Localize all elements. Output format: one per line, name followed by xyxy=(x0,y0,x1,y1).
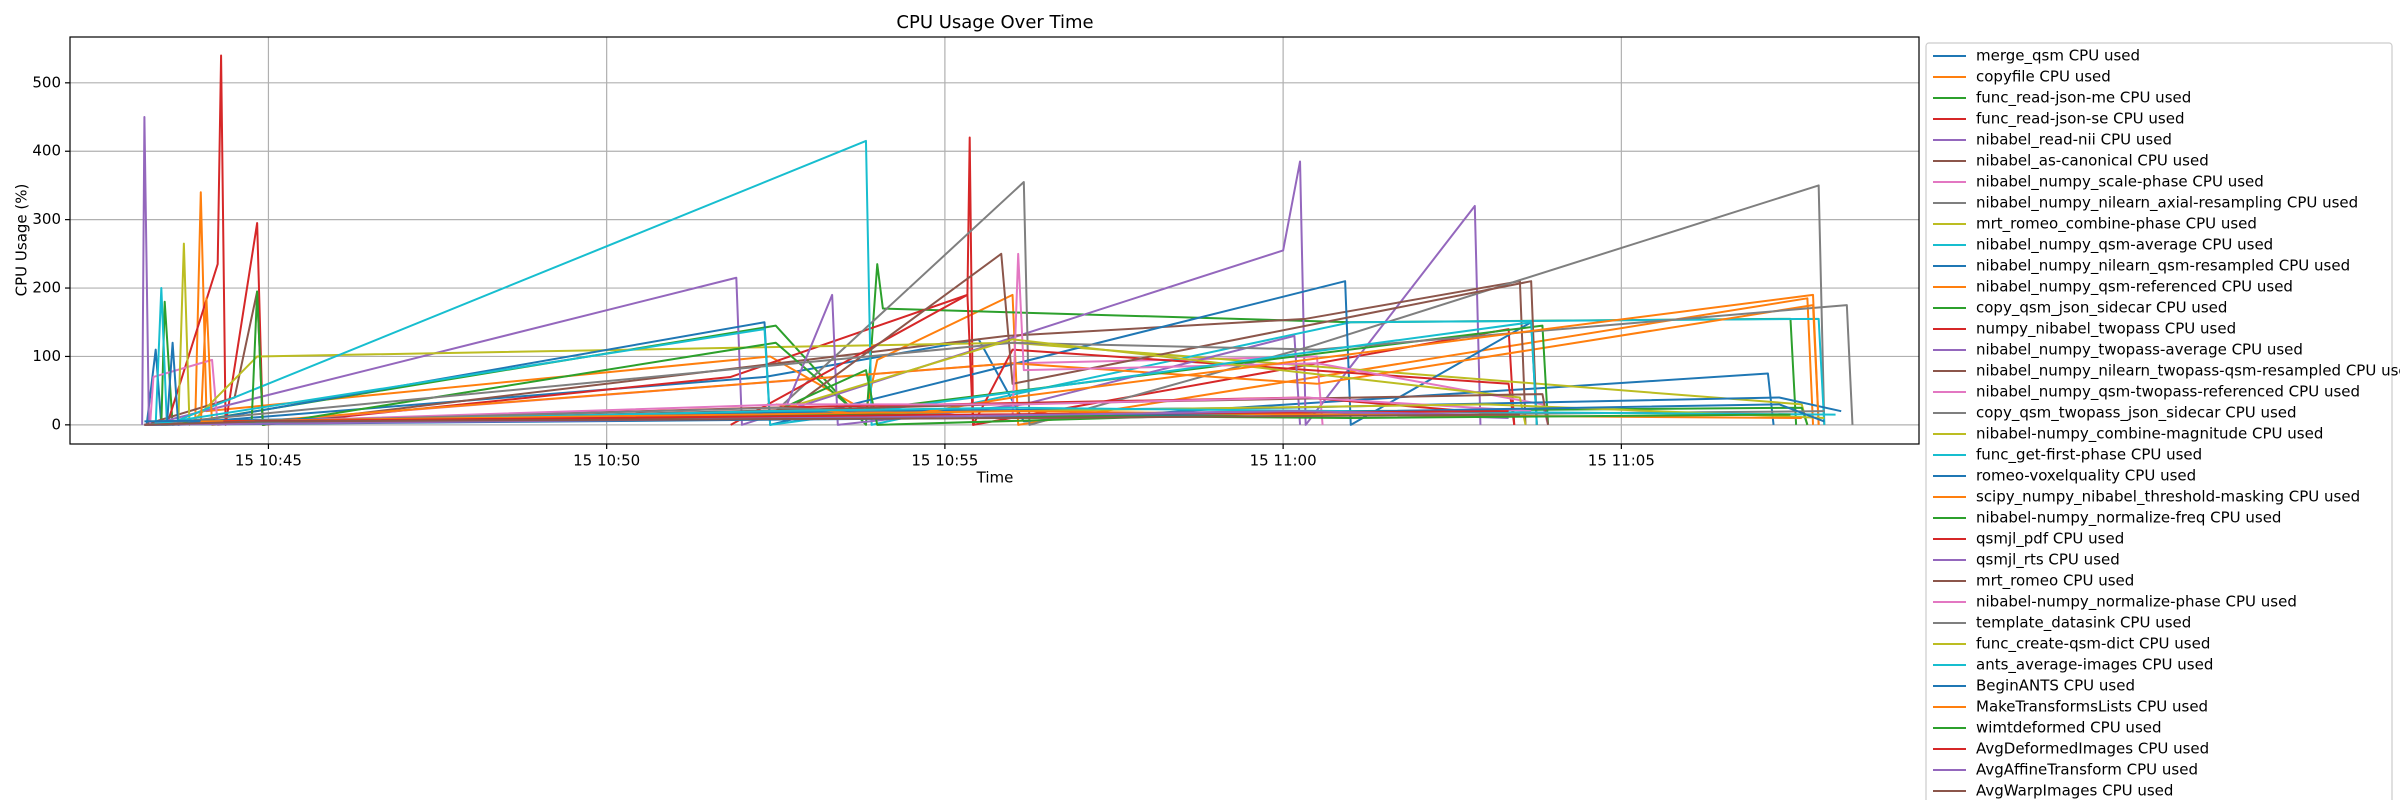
legend-label: copy_qsm_json_sidecar CPU used xyxy=(1976,299,2227,318)
legend-label: scipy_numpy_nibabel_threshold-masking CP… xyxy=(1976,488,2360,507)
legend-label: func_read-json-me CPU used xyxy=(1976,89,2191,108)
y-tick-label: 100 xyxy=(32,347,61,365)
series-line xyxy=(144,280,1527,426)
legend-label: numpy_nibabel_twopass CPU used xyxy=(1976,320,2236,339)
legend-label: MakeTransformsLists CPU used xyxy=(1976,698,2208,716)
legend-label: AvgAffineTransform CPU used xyxy=(1976,761,2198,779)
legend-label: nibabel-numpy_combine-magnitude CPU used xyxy=(1976,425,2323,444)
legend-label: romeo-voxelquality CPU used xyxy=(1976,467,2196,485)
legend-label: func_create-qsm-dict CPU used xyxy=(1976,635,2210,654)
legend-label: template_datasink CPU used xyxy=(1976,614,2191,633)
y-tick-label: 0 xyxy=(51,415,61,433)
series-line xyxy=(154,139,1826,426)
legend-label: mrt_romeo CPU used xyxy=(1976,572,2134,591)
series-line xyxy=(144,304,1854,426)
legend-label: nibabel_numpy_scale-phase CPU used xyxy=(1976,173,2264,192)
legend-label: BeginANTS CPU used xyxy=(1976,677,2135,695)
x-tick-label: 15 10:55 xyxy=(911,452,978,470)
series-line xyxy=(730,293,1516,426)
x-tick-label: 15 11:05 xyxy=(1588,452,1655,470)
legend-label: func_read-json-se CPU used xyxy=(1976,110,2184,129)
legend-label: nibabel_numpy_qsm-twopass-referenced CPU… xyxy=(1976,383,2360,402)
y-axis-label: CPU Usage (%) xyxy=(13,184,31,297)
x-tick-label: 15 10:50 xyxy=(573,452,640,470)
legend-label: nibabel_numpy_nilearn_twopass-qsm-resamp… xyxy=(1976,362,2400,381)
plot-frame xyxy=(69,36,1920,445)
legend-label: nibabel_read-nii CPU used xyxy=(1976,131,2172,150)
x-tick-label: 15 10:45 xyxy=(235,452,302,470)
y-tick-label: 200 xyxy=(32,279,61,297)
legend-label: nibabel_numpy_nilearn_qsm-resampled CPU … xyxy=(1976,257,2350,276)
legend-label: mrt_romeo_combine-phase CPU used xyxy=(1976,215,2257,234)
series-line xyxy=(177,242,1809,426)
legend-box xyxy=(1925,42,2393,800)
series-line xyxy=(144,410,1475,426)
legend-label: ants_average-images CPU used xyxy=(1976,656,2213,675)
legend-label: nibabel-numpy_normalize-phase CPU used xyxy=(1976,593,2297,612)
legend-label: nibabel_numpy_twopass-average CPU used xyxy=(1976,341,2303,360)
series-line xyxy=(155,396,1532,426)
y-tick-label: 500 xyxy=(32,73,61,91)
series-line xyxy=(250,290,1550,426)
legend-label: wimtdeformed CPU used xyxy=(1976,719,2162,737)
legend-label: qsmjl_rts CPU used xyxy=(1976,551,2120,570)
series-line xyxy=(141,116,1482,426)
legend-label: AvgWarpImages CPU used xyxy=(1976,782,2173,800)
x-tick-label: 15 11:00 xyxy=(1250,452,1317,470)
legend-label: nibabel_numpy_nilearn_axial-resampling C… xyxy=(1976,194,2358,213)
series-line xyxy=(194,191,1815,426)
chart-title: CPU Usage Over Time xyxy=(896,12,1093,33)
legend-label: copy_qsm_twopass_json_sidecar CPU used xyxy=(1976,404,2297,423)
legend-label: AvgDeformedImages CPU used xyxy=(1976,740,2209,758)
series-line xyxy=(144,413,1520,426)
y-tick-label: 400 xyxy=(32,142,61,160)
legend-label: nibabel_numpy_qsm-referenced CPU used xyxy=(1976,278,2293,297)
legend-label: func_get-first-phase CPU used xyxy=(1976,446,2202,465)
legend-label: nibabel-numpy_normalize-freq CPU used xyxy=(1976,509,2281,528)
legend-label: copyfile CPU used xyxy=(1976,68,2111,86)
legend-label: nibabel_numpy_qsm-average CPU used xyxy=(1976,236,2273,255)
legend-label: qsmjl_pdf CPU used xyxy=(1976,530,2124,549)
legend-label: nibabel_as-canonical CPU used xyxy=(1976,152,2209,171)
series-line xyxy=(149,321,1538,426)
legend-label: merge_qsm CPU used xyxy=(1976,47,2140,66)
x-axis-label: Time xyxy=(976,469,1014,487)
y-tick-label: 300 xyxy=(32,210,61,228)
series-line xyxy=(155,406,1836,426)
